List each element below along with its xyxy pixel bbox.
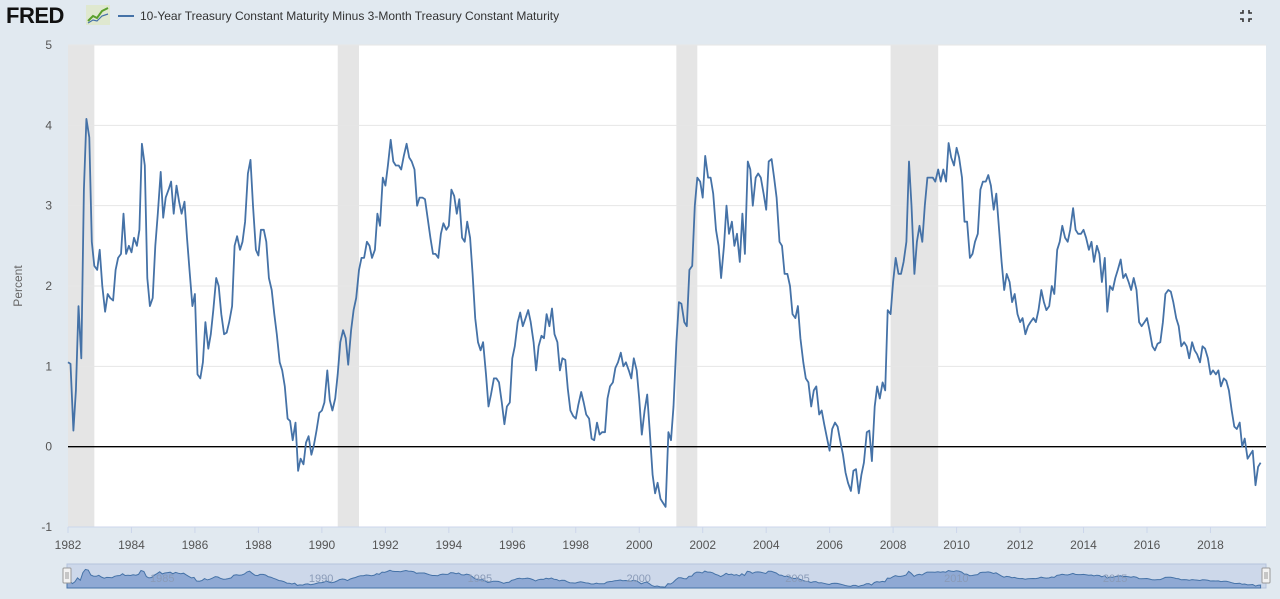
x-tick-label: 1994 bbox=[435, 538, 462, 552]
y-axis-label: Percent bbox=[11, 265, 25, 307]
navigator-series bbox=[66, 568, 1262, 589]
y-tick-label: 4 bbox=[45, 118, 52, 132]
time-navigator[interactable]: 1985 1990 1995 2000 2005 2010 2015 bbox=[0, 562, 1280, 594]
y-tick-label: 3 bbox=[45, 199, 52, 213]
x-tick-label: 2002 bbox=[689, 538, 716, 552]
navigator-year-label: 1990 bbox=[309, 573, 333, 585]
y-tick-label: 5 bbox=[45, 38, 52, 52]
x-tick-label: 2018 bbox=[1197, 538, 1224, 552]
x-tick-label: 1982 bbox=[55, 538, 82, 552]
x-tick-label: 1998 bbox=[562, 538, 589, 552]
x-tick-label: 1986 bbox=[182, 538, 209, 552]
navigator-year-label: 2000 bbox=[626, 573, 650, 585]
navigator-year-label: 2015 bbox=[1103, 573, 1127, 585]
chart-header: FRED 10-Year Treasury Constant Maturity … bbox=[0, 0, 1280, 32]
navigator-handle[interactable] bbox=[1261, 567, 1271, 584]
chart-legend: 10-Year Treasury Constant Maturity Minus… bbox=[118, 8, 559, 24]
fred-logo[interactable]: FRED bbox=[6, 3, 64, 28]
x-tick-label: 1988 bbox=[245, 538, 272, 552]
line-chart: -1 0 1 2 3 4 5 1982 1984 1986 1988 1990 1992 1994 1996… bbox=[11, 38, 1266, 552]
x-tick-label: 2006 bbox=[816, 538, 843, 552]
y-tick-label: -1 bbox=[41, 520, 52, 534]
y-tick-label: 2 bbox=[45, 279, 52, 293]
x-tick-label: 1996 bbox=[499, 538, 526, 552]
x-tick-label: 1992 bbox=[372, 538, 399, 552]
x-tick-label: 1990 bbox=[309, 538, 336, 552]
collapse-arrows-icon[interactable] bbox=[1238, 8, 1254, 24]
navigator-year-label: 2010 bbox=[944, 573, 968, 585]
navigator-handle[interactable] bbox=[62, 567, 72, 584]
x-tick-label: 2008 bbox=[880, 538, 907, 552]
x-tick-label: 2012 bbox=[1007, 538, 1034, 552]
x-tick-label: 2004 bbox=[753, 538, 780, 552]
x-tick-label: 2000 bbox=[626, 538, 653, 552]
legend-label: 10-Year Treasury Constant Maturity Minus… bbox=[140, 9, 560, 23]
navigator-year-label: 1995 bbox=[468, 573, 492, 585]
x-tick-label: 2014 bbox=[1070, 538, 1097, 552]
navigator-year-label: 1985 bbox=[150, 573, 174, 585]
y-tick-label: 0 bbox=[45, 440, 52, 454]
rising-line-chart-icon bbox=[86, 5, 110, 25]
y-tick-label: 1 bbox=[45, 359, 52, 373]
legend-swatch bbox=[118, 15, 134, 17]
navigator-year-label: 2005 bbox=[785, 573, 809, 585]
series-line[interactable] bbox=[67, 118, 1262, 508]
x-tick-label: 2016 bbox=[1134, 538, 1161, 552]
x-tick-label: 1984 bbox=[118, 538, 145, 552]
x-tick-label: 2010 bbox=[943, 538, 970, 552]
